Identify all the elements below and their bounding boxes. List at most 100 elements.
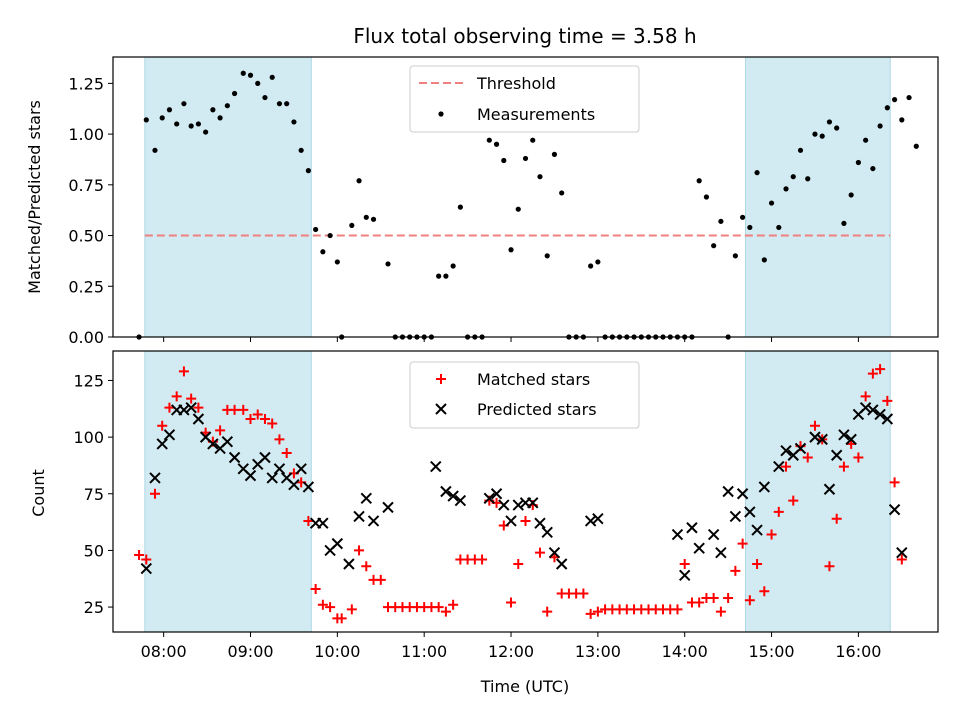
data-point [863, 137, 869, 143]
data-point [231, 90, 238, 97]
data-point [174, 121, 180, 127]
data-point [715, 546, 727, 559]
data-point [809, 431, 821, 443]
data-point [360, 492, 372, 505]
data-point [255, 80, 261, 86]
data-point [715, 606, 726, 617]
data-point [295, 463, 307, 475]
data-point [178, 404, 190, 416]
data-point [860, 391, 871, 402]
data-point [163, 429, 176, 441]
data-point [269, 74, 275, 80]
data-point [171, 391, 182, 402]
data-point [758, 481, 771, 493]
data-point [188, 123, 194, 129]
data-point [166, 107, 173, 113]
data-point [877, 123, 883, 129]
data-point [592, 512, 604, 525]
data-point [534, 547, 545, 558]
data-point [288, 478, 300, 491]
bottom-y-tick-label: 100 [73, 428, 104, 447]
data-point [855, 159, 861, 166]
data-point [544, 253, 550, 259]
bottom-y-tick-label: 50 [84, 541, 104, 560]
bottom-shaded-interval-1 [745, 350, 891, 633]
data-point [744, 506, 756, 518]
data-point [881, 413, 894, 425]
data-point [783, 186, 789, 192]
data-point [737, 538, 748, 549]
data-point [906, 94, 912, 101]
bottom-x-tick-label: 10:00 [314, 642, 360, 661]
data-point [436, 273, 442, 279]
data-point [744, 595, 755, 606]
data-point [838, 461, 849, 472]
data-point [274, 434, 285, 445]
data-point [588, 263, 594, 269]
data-point [240, 70, 246, 76]
data-point [913, 143, 919, 149]
legend-predicted-label: Predicted stars [477, 400, 597, 419]
data-point [797, 147, 804, 153]
data-point [375, 574, 386, 585]
data-point [310, 583, 321, 594]
data-point [210, 107, 216, 113]
data-point [534, 517, 546, 529]
data-point [788, 495, 799, 506]
data-point [159, 115, 165, 121]
data-point [781, 461, 792, 472]
data-point [693, 542, 705, 554]
data-point [228, 451, 241, 464]
data-point [537, 174, 543, 180]
data-point [317, 599, 328, 610]
data-point [679, 569, 691, 582]
data-point [761, 257, 767, 263]
bottom-x-tick-label: 09:00 [227, 642, 273, 661]
data-point [181, 101, 187, 107]
data-point [889, 477, 900, 488]
bottom-x-tick-label: 11:00 [401, 642, 447, 661]
data-point [276, 101, 283, 107]
data-point [493, 141, 500, 147]
data-point [729, 510, 742, 523]
bottom-y-axis-label: Count [29, 469, 48, 517]
bottom-x-tick-label: 15:00 [748, 642, 794, 661]
data-point [773, 460, 785, 473]
data-point [506, 597, 517, 608]
data-point [217, 115, 223, 121]
data-point [736, 488, 749, 500]
data-point [267, 418, 278, 429]
data-point [149, 488, 160, 499]
data-point [298, 147, 304, 153]
top-y-tick-label: 1.00 [68, 125, 104, 144]
legend-matched-label: Matched stars [477, 370, 590, 389]
bottom-y-tick-label: 25 [84, 598, 104, 617]
data-point [245, 413, 256, 424]
top-y-axis-label: Matched/Predicted stars [25, 100, 44, 294]
data-point [718, 218, 724, 224]
data-point [732, 253, 738, 259]
data-point [845, 433, 857, 446]
data-point [203, 129, 209, 135]
data-point [527, 497, 539, 509]
data-point [711, 243, 717, 249]
data-point [450, 263, 456, 269]
data-point [483, 492, 496, 505]
data-point [259, 413, 270, 424]
data-point [440, 606, 451, 617]
data-point [882, 395, 893, 406]
data-point [195, 121, 201, 127]
data-point [722, 485, 734, 498]
data-point [513, 559, 524, 570]
legend-box [409, 361, 640, 429]
data-point [229, 404, 240, 415]
data-point [679, 559, 690, 570]
bottom-x-tick-label: 13:00 [575, 642, 621, 661]
data-point [759, 586, 770, 597]
data-point [454, 494, 467, 507]
data-point [723, 593, 734, 604]
top-axes-frame [112, 56, 939, 338]
data-point [694, 597, 705, 608]
data-point [325, 602, 336, 613]
data-point [370, 216, 377, 222]
